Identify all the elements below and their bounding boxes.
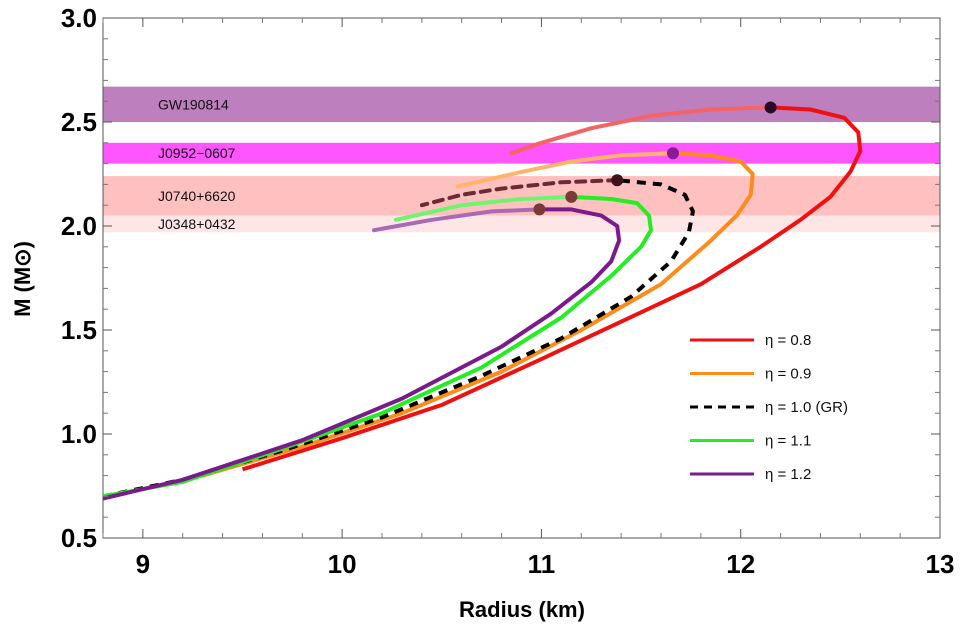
x-tick-label: 11: [528, 549, 556, 579]
curve-1-0-gr: [102, 178, 695, 499]
band-label-j0952-0607: J0952−0607: [158, 145, 236, 161]
curves: [102, 101, 863, 501]
y-tick-label: 3.0: [61, 3, 97, 33]
max-mass-point-1-0-gr: [611, 174, 624, 187]
y-axis-title: M (M⊙): [10, 241, 35, 317]
band-label-j0348-0432: J0348+0432: [158, 216, 236, 232]
y-tick-label: 1.0: [61, 419, 97, 449]
curve-0-8: [241, 105, 863, 472]
x-tick-label: 12: [726, 549, 755, 579]
band-gw190814: [103, 86, 940, 122]
max-mass-point-1-2: [533, 203, 546, 216]
curve-unstable-1-2: [372, 207, 542, 233]
curve-unstable-0-9: [455, 151, 675, 189]
x-axis-title: Radius (km): [459, 597, 585, 622]
y-tick-label: 0.5: [61, 523, 97, 553]
curve-unstable-1-0-gr: [419, 178, 620, 208]
curve-0-9: [202, 151, 755, 478]
legend-label-1-0-gr: η = 1.0 (GR): [765, 399, 848, 416]
max-mass-point-0-8: [764, 101, 777, 114]
max-mass-point-1-1: [565, 190, 578, 203]
legend-label-1-2: η = 1.2: [765, 466, 811, 483]
legend-label-0-8: η = 0.8: [765, 332, 811, 349]
curve-unstable-1-1: [393, 194, 574, 222]
x-tick-label: 9: [136, 549, 150, 579]
band-label-gw190814: GW190814: [158, 96, 229, 112]
legend-label-0-9: η = 0.9: [765, 366, 811, 383]
x-tick-label: 10: [328, 549, 357, 579]
y-tick-label: 2.0: [61, 211, 97, 241]
y-tick-label: 1.5: [61, 315, 97, 345]
legend-label-1-1: η = 1.1: [765, 433, 811, 450]
y-tick-label: 2.5: [61, 107, 97, 137]
curve-1-2: [102, 207, 622, 501]
curve-unstable-0-8: [509, 105, 773, 156]
band-label-j0740-6620: J0740+6620: [158, 188, 236, 204]
plot-frame: [102, 17, 941, 539]
x-tick-label: 13: [926, 549, 955, 579]
max-mass-point-0-9: [666, 147, 679, 160]
ticks: 9 10 11 12 13 0.5 1.0 1.5 2.0 2.5 3.0: [61, 3, 955, 579]
legend: η = 0.8 η = 0.9 η = 1.0 (GR) η = 1.1 η = 1.2: [690, 332, 848, 483]
axis-frame: [102, 17, 941, 539]
